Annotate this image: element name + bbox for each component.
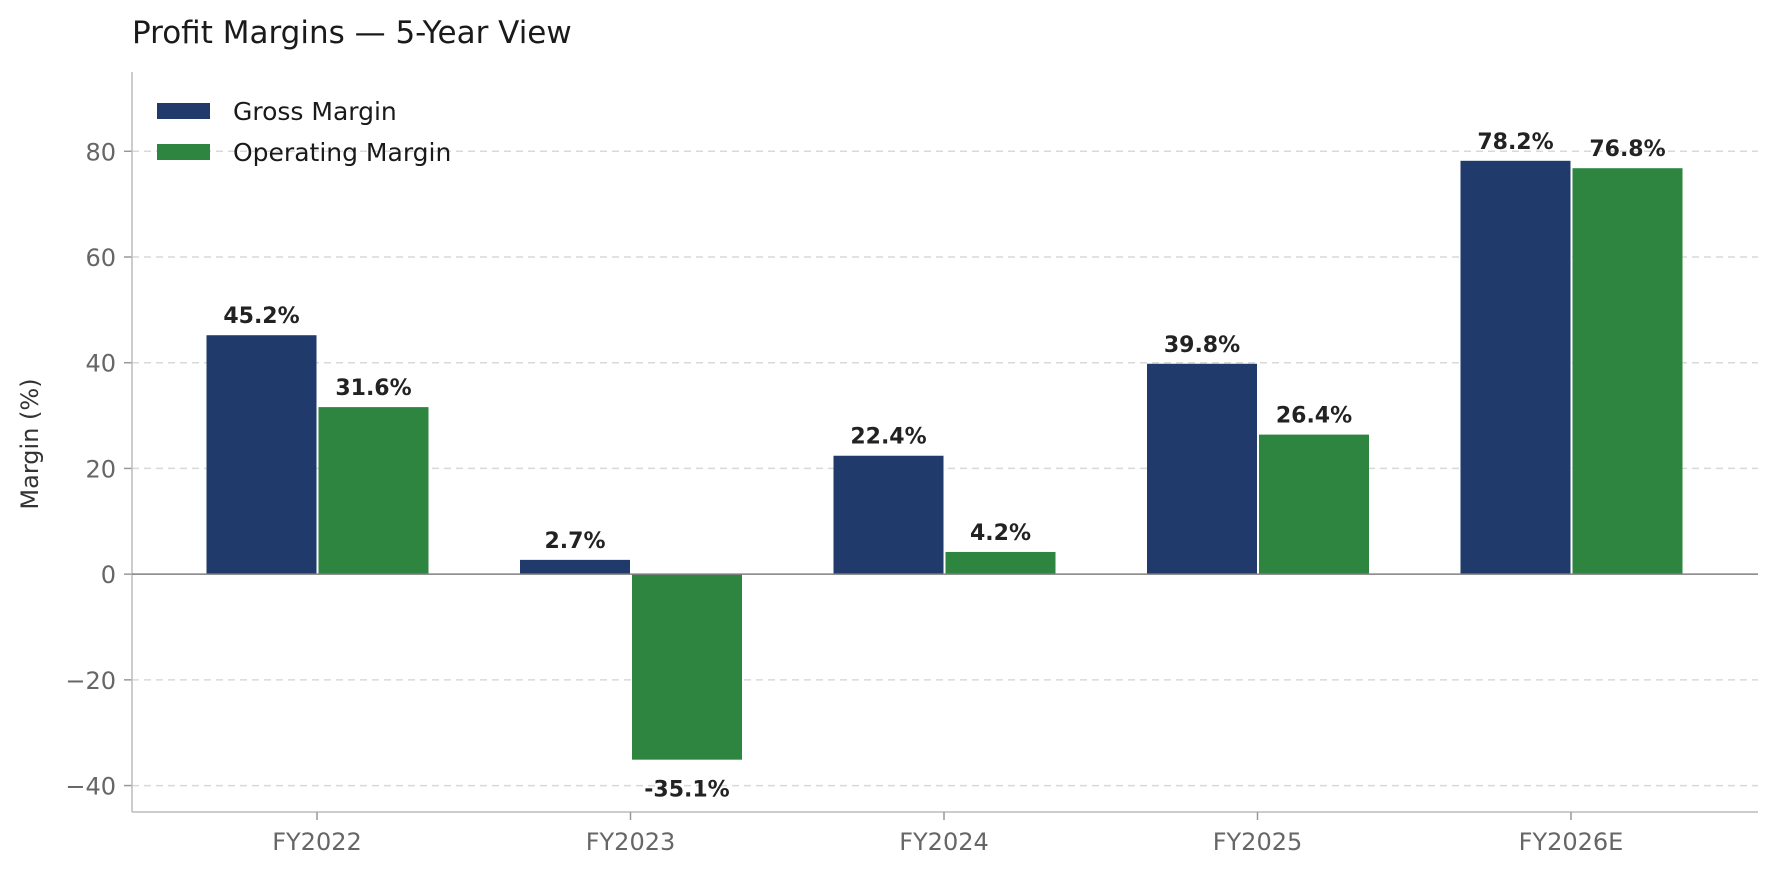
- legend-swatch: [157, 144, 210, 160]
- x-tick-label: FY2023: [586, 828, 676, 856]
- data-label: 45.2%: [223, 304, 299, 329]
- y-tick-label: −40: [65, 773, 116, 801]
- bar-gross-margin-fy2024: [833, 455, 944, 575]
- bar-gross-margin-fy2025: [1147, 363, 1257, 575]
- data-labels: 45.2% 31.6% 2.7% -35.1% 22.4% 4.2% 39.8% 26.4% 7…: [223, 130, 1665, 803]
- legend: Gross Margin Operating Margin: [157, 97, 451, 167]
- data-label: 76.8%: [1589, 137, 1665, 162]
- data-label: 2.7%: [544, 529, 605, 554]
- bar-gross-margin-fy2023: [520, 559, 630, 575]
- tick-labels: −40 −20 0 20 40 60 80 FY2022 FY2023 FY2024 FY2025 F…: [65, 138, 1623, 856]
- bar-operating-margin-fy2024: [945, 551, 1056, 575]
- x-tick-label: FY2025: [1213, 828, 1303, 856]
- bars: [132, 160, 1758, 760]
- bar-operating-margin-fy2025: [1259, 434, 1369, 575]
- y-tick-label: 40: [85, 350, 116, 378]
- y-tick-label: 0: [101, 561, 116, 589]
- x-tick-label: FY2026E: [1519, 828, 1624, 856]
- y-tick-label: 80: [85, 138, 116, 166]
- data-label: 31.6%: [335, 376, 411, 401]
- data-label: 78.2%: [1477, 130, 1553, 155]
- data-label: 22.4%: [850, 425, 926, 450]
- bar-gross-margin-fy2022: [206, 335, 317, 575]
- data-label: 26.4%: [1276, 404, 1352, 429]
- y-tick-label: 20: [85, 455, 116, 483]
- chart-title: Profit Margins — 5-Year View: [132, 15, 572, 51]
- axes: [124, 72, 1758, 820]
- legend-label: Gross Margin: [233, 97, 397, 126]
- data-label: 4.2%: [970, 521, 1031, 546]
- legend-label: Operating Margin: [233, 138, 451, 167]
- bar-gross-margin-fy2026e: [1460, 160, 1571, 575]
- bar-operating-margin-fy2026e: [1572, 168, 1683, 575]
- x-tick-label: FY2024: [899, 828, 989, 856]
- y-axis-label: Margin (%): [16, 378, 44, 509]
- data-label: -35.1%: [644, 778, 729, 803]
- data-label: 39.8%: [1164, 333, 1240, 358]
- y-tick-label: −20: [65, 667, 116, 695]
- x-tick-label: FY2022: [272, 828, 362, 856]
- bar-operating-margin-fy2022: [318, 407, 429, 575]
- y-tick-label: 60: [85, 244, 116, 272]
- legend-swatch: [157, 103, 210, 119]
- bar-operating-margin-fy2023: [632, 574, 742, 760]
